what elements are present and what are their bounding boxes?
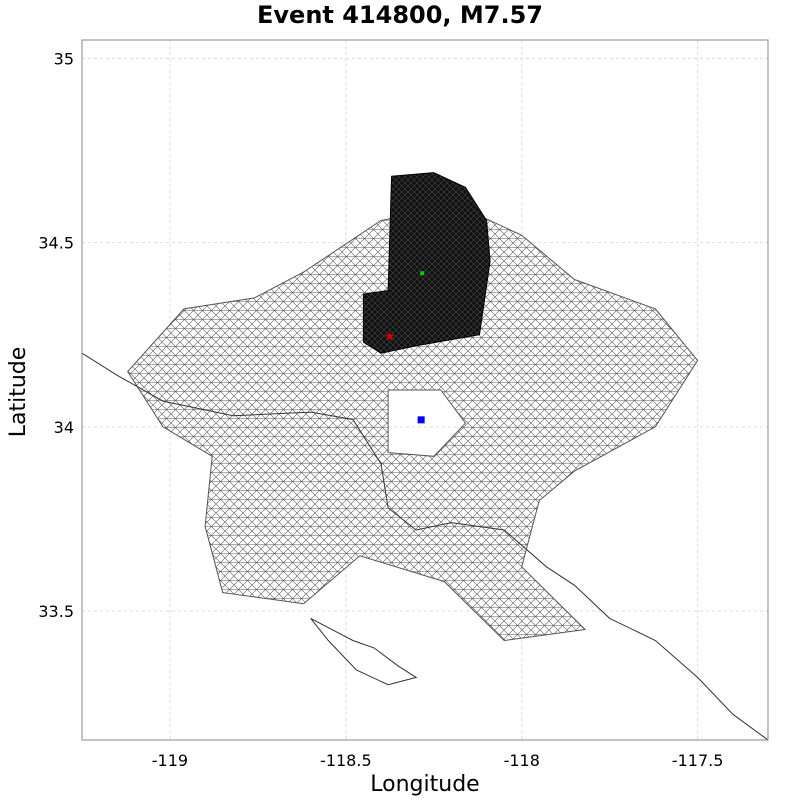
plot-frame <box>81 39 769 741</box>
y-axis-label: Latitude <box>6 347 31 438</box>
y-tick-label: 34 <box>54 418 74 437</box>
x-tick-label: -119 <box>152 751 188 770</box>
chart-title: Event 414800, M7.57 <box>257 1 543 29</box>
markers <box>385 271 425 424</box>
x-tick-label: -118 <box>504 751 540 770</box>
subsection-mesh-region <box>127 205 699 642</box>
y-tick-label: 35 <box>54 49 74 68</box>
coastline <box>82 352 768 740</box>
site-marker <box>417 416 425 424</box>
point-marker <box>420 271 425 276</box>
x-axis-label: Longitude <box>370 772 479 797</box>
island-outline <box>310 617 418 686</box>
hypocenter-marker <box>385 331 395 341</box>
y-tick-label: 33.5 <box>38 602 74 621</box>
x-tick-label: -117.5 <box>672 751 724 770</box>
y-ticks: 33.5 34 34.5 35 <box>38 49 74 621</box>
x-tick-label: -118.5 <box>320 751 372 770</box>
rupture-surface-region <box>362 172 491 354</box>
y-tick-label: 34.5 <box>38 234 74 253</box>
x-ticks: -119 -118.5 -118 -117.5 <box>152 751 724 770</box>
